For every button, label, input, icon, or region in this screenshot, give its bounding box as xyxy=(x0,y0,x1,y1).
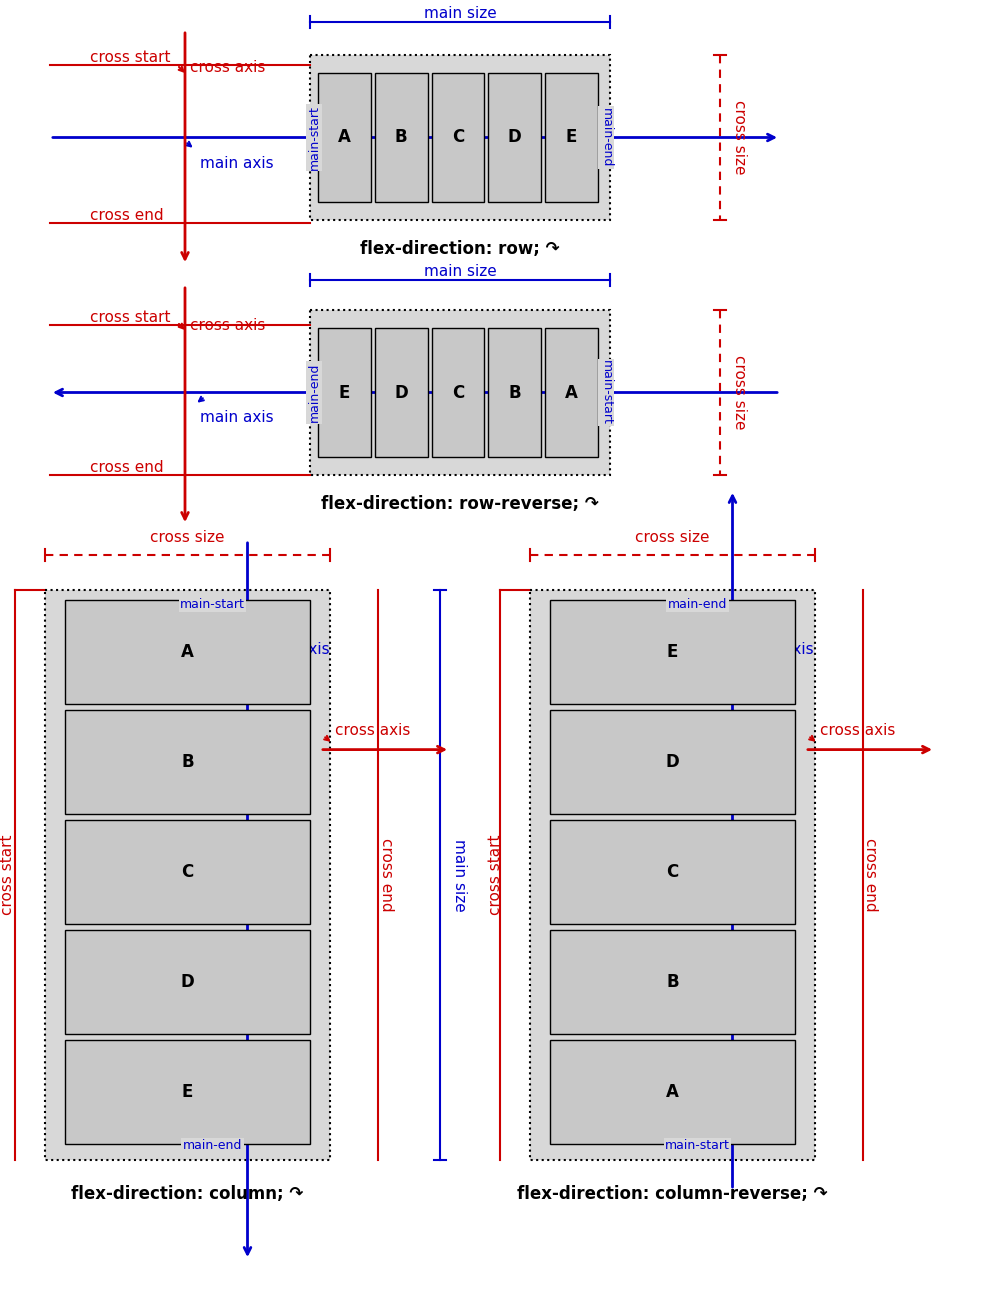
Text: cross axis: cross axis xyxy=(190,61,265,75)
Text: D: D xyxy=(508,128,522,146)
Text: cross start: cross start xyxy=(90,310,170,326)
Text: cross end: cross end xyxy=(90,207,164,222)
Text: flex-direction: row; ↷: flex-direction: row; ↷ xyxy=(361,240,559,259)
FancyBboxPatch shape xyxy=(310,56,610,220)
Text: cross axis: cross axis xyxy=(820,723,895,737)
Text: D: D xyxy=(666,753,680,771)
Text: cross axis: cross axis xyxy=(190,318,265,332)
Bar xyxy=(318,72,370,202)
Text: cross size: cross size xyxy=(732,101,747,175)
Text: main-end: main-end xyxy=(307,363,320,423)
Text: A: A xyxy=(565,384,578,402)
Text: cross end: cross end xyxy=(378,838,393,912)
Text: E: E xyxy=(182,1084,193,1102)
Text: main axis: main axis xyxy=(200,155,274,171)
Text: A: A xyxy=(338,128,351,146)
Bar xyxy=(65,820,310,924)
Text: main-start: main-start xyxy=(307,105,320,169)
Bar xyxy=(318,328,370,456)
FancyBboxPatch shape xyxy=(310,310,610,475)
Text: B: B xyxy=(508,384,521,402)
Bar xyxy=(550,1040,795,1144)
Bar xyxy=(45,590,330,1160)
Text: B: B xyxy=(666,974,679,990)
Text: C: C xyxy=(452,384,464,402)
Bar xyxy=(65,710,310,815)
Bar xyxy=(546,72,598,202)
Text: main axis: main axis xyxy=(200,410,274,425)
Bar xyxy=(489,72,541,202)
Text: main size: main size xyxy=(424,6,496,22)
Text: C: C xyxy=(667,862,679,881)
Text: cross axis: cross axis xyxy=(335,723,411,737)
Bar xyxy=(530,590,815,1160)
Text: cross start: cross start xyxy=(489,835,503,915)
Text: main size: main size xyxy=(424,265,496,279)
Text: cross size: cross size xyxy=(732,356,747,429)
Text: flex-direction: row-reverse; ↷: flex-direction: row-reverse; ↷ xyxy=(321,495,599,513)
Text: D: D xyxy=(180,974,194,990)
Text: cross end: cross end xyxy=(864,838,879,912)
Text: main-start: main-start xyxy=(180,597,245,612)
Bar xyxy=(375,72,427,202)
Text: cross start: cross start xyxy=(90,50,170,66)
Text: main size: main size xyxy=(452,839,467,912)
Text: A: A xyxy=(666,1084,679,1102)
Text: cross end: cross end xyxy=(90,460,164,476)
Text: flex-direction: column; ↷: flex-direction: column; ↷ xyxy=(71,1184,303,1202)
Text: D: D xyxy=(394,384,408,402)
Bar xyxy=(550,710,795,815)
Text: main-end: main-end xyxy=(600,107,613,167)
Bar xyxy=(65,600,310,703)
Bar xyxy=(530,590,815,1160)
Text: cross size: cross size xyxy=(635,530,710,546)
Text: cross start: cross start xyxy=(1,835,16,915)
Bar xyxy=(550,820,795,924)
Bar xyxy=(65,1040,310,1144)
Text: E: E xyxy=(339,384,350,402)
Bar xyxy=(65,930,310,1034)
Bar xyxy=(489,328,541,456)
Bar xyxy=(310,56,610,220)
Text: cross size: cross size xyxy=(151,530,225,546)
Text: E: E xyxy=(667,643,679,661)
Text: main-start: main-start xyxy=(600,359,613,425)
Text: main-end: main-end xyxy=(668,597,727,612)
Text: C: C xyxy=(452,128,464,146)
Text: A: A xyxy=(181,643,194,661)
Bar xyxy=(550,600,795,703)
Text: B: B xyxy=(181,753,194,771)
Bar xyxy=(45,590,330,1160)
Text: C: C xyxy=(181,862,194,881)
Text: flex-direction: column-reverse; ↷: flex-direction: column-reverse; ↷ xyxy=(517,1184,827,1202)
Text: main-start: main-start xyxy=(665,1139,730,1152)
Text: main axis: main axis xyxy=(255,643,329,658)
Bar xyxy=(550,930,795,1034)
Bar xyxy=(546,328,598,456)
Text: main-end: main-end xyxy=(183,1139,242,1152)
Bar xyxy=(431,328,485,456)
Bar xyxy=(431,72,485,202)
Bar xyxy=(375,328,427,456)
Bar xyxy=(310,310,610,475)
Text: main axis: main axis xyxy=(741,643,815,658)
Text: B: B xyxy=(395,128,408,146)
Text: E: E xyxy=(566,128,577,146)
